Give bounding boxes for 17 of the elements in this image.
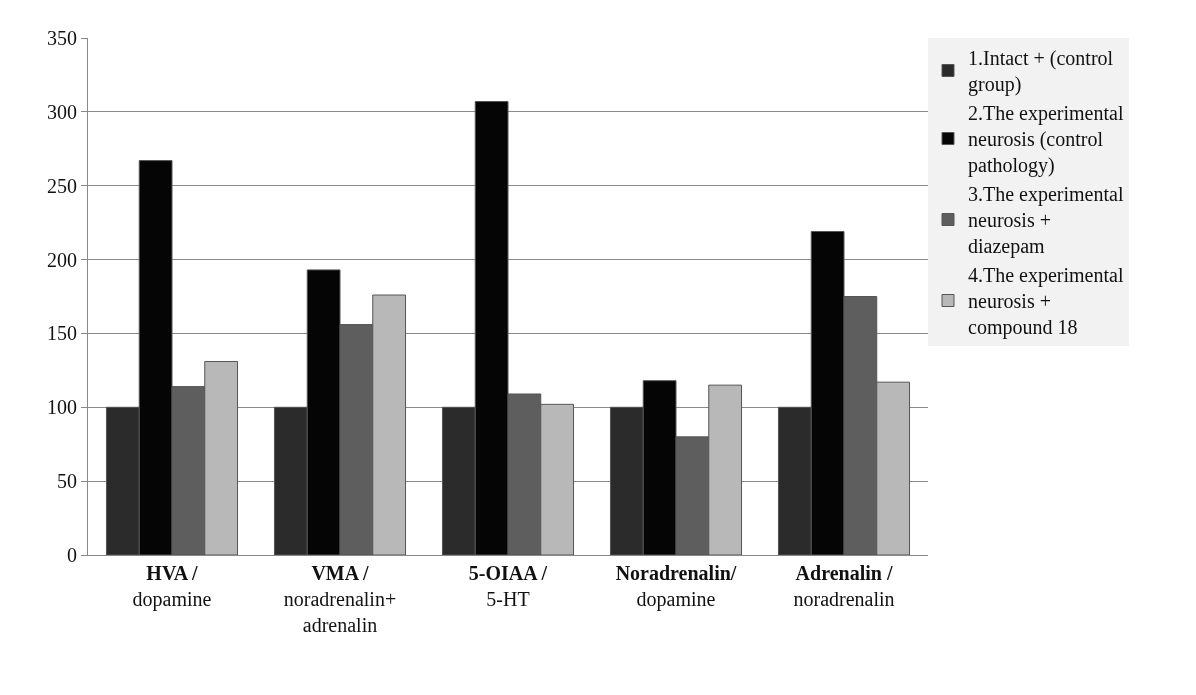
- x-tick-label: VMA / noradrenalin+ adrenalin: [283, 562, 397, 636]
- y-tick-label: 50: [57, 470, 77, 493]
- legend-label: 1.Intact + (control group): [968, 47, 1114, 97]
- x-tick-label: Noradrenalin/ dopamine: [615, 562, 737, 611]
- legend-label: 2.The experimental neurosis (control pathology): [968, 102, 1124, 178]
- y-tick-label: 350: [47, 27, 77, 49]
- y-tick-label: 100: [47, 396, 77, 419]
- x-tick-label: HVA / dopamine: [132, 562, 212, 611]
- y-tick-label: 300: [47, 100, 77, 123]
- y-tick-label: 150: [47, 322, 77, 345]
- y-tick-label: 0: [67, 544, 77, 566]
- legend-label: 4.The experimental neurosis + compound 18: [968, 264, 1124, 340]
- y-tick-label: 200: [47, 248, 77, 271]
- legend-label: 3.The experimental neurosis + diazepam: [968, 183, 1124, 259]
- x-tick-label: 5-OIAA / 5-HT: [468, 562, 548, 610]
- x-tick-label: Adrenalin / noradrenalin: [793, 562, 895, 610]
- y-tick-label: 250: [47, 174, 77, 197]
